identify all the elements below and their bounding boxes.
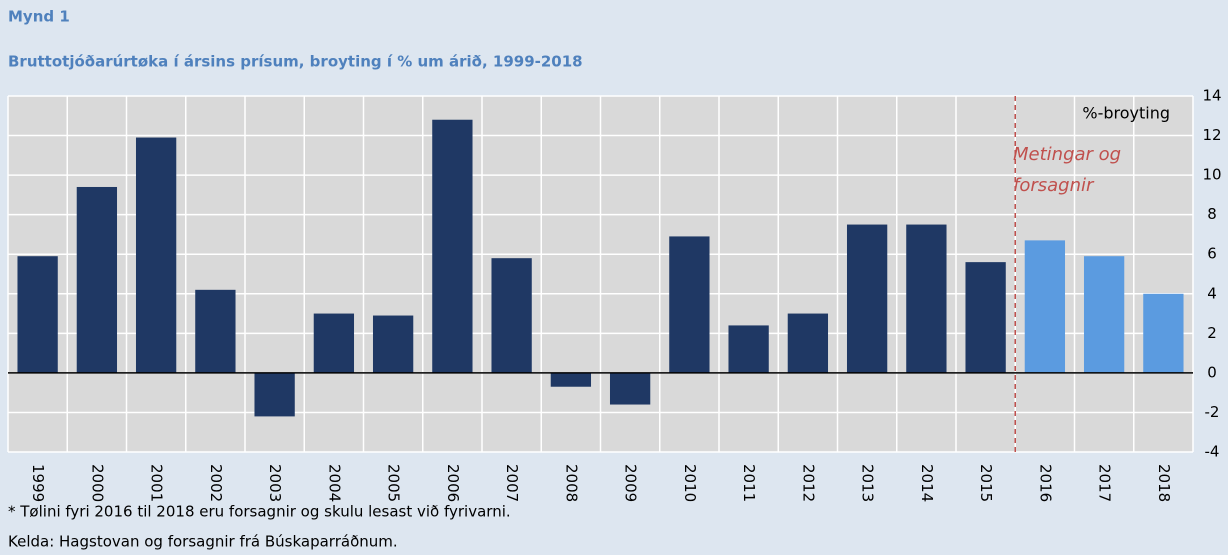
x-tick-label: 2008 — [562, 464, 580, 502]
x-tick-label: 2011 — [740, 464, 758, 502]
chart-title: Bruttotjóðarúrtøka í ársins prísum, broy… — [8, 53, 583, 71]
bar — [846, 224, 888, 373]
bar — [135, 137, 177, 373]
bar — [728, 325, 769, 373]
y-tick-label: 2 — [1207, 324, 1217, 342]
bar — [1083, 256, 1125, 373]
bar — [787, 313, 829, 373]
bar — [195, 289, 236, 373]
x-tick-label: 2016 — [1036, 464, 1054, 502]
bar — [550, 372, 592, 387]
x-tick-label: 2004 — [325, 464, 343, 502]
unit-label: %-broyting — [1082, 104, 1170, 123]
x-tick-label: 2005 — [385, 464, 403, 502]
bar — [1024, 240, 1066, 373]
bar — [17, 256, 58, 373]
footnote: * Tølini fyri 2016 til 2018 eru forsagni… — [8, 503, 511, 521]
bar — [491, 258, 532, 373]
x-tick-label: 2012 — [799, 464, 817, 502]
x-tick-label: 2010 — [681, 464, 699, 502]
bar — [313, 313, 355, 373]
x-tick-label: 2018 — [1155, 464, 1173, 502]
bar — [669, 236, 710, 373]
x-tick-label: 2000 — [88, 464, 106, 502]
x-tick-label: 2007 — [503, 464, 521, 502]
forecast-annotation: Metingar og — [1013, 144, 1121, 165]
x-tick-label: 2001 — [148, 464, 166, 502]
x-tick-label: 2006 — [444, 464, 462, 502]
y-tick-label: -2 — [1205, 403, 1220, 421]
bar — [76, 186, 118, 373]
y-tick-label: 0 — [1207, 363, 1217, 381]
bar — [906, 224, 947, 373]
x-tick-label: 2002 — [207, 464, 225, 502]
x-tick-label: 2015 — [977, 464, 995, 502]
y-tick-label: 8 — [1207, 205, 1217, 223]
x-tick-label: 2003 — [266, 464, 284, 502]
y-tick-label: 10 — [1202, 166, 1221, 184]
figure-label: Mynd 1 — [8, 8, 70, 26]
y-tick-label: 12 — [1202, 126, 1221, 144]
bar — [254, 372, 295, 417]
x-tick-label: 1999 — [29, 464, 47, 502]
x-tick-label: 2009 — [622, 464, 640, 502]
source-note: Kelda: Hagstovan og forsagnir frá Búskap… — [8, 533, 398, 551]
bar — [432, 119, 473, 373]
bar — [1143, 293, 1184, 373]
y-tick-label: 4 — [1207, 284, 1217, 302]
bar — [965, 262, 1006, 373]
x-tick-label: 2013 — [859, 464, 877, 502]
x-tick-label: 2017 — [1096, 464, 1114, 502]
bar — [609, 372, 651, 405]
forecast-annotation: forsagnir — [1013, 175, 1095, 196]
y-tick-label: 14 — [1202, 87, 1221, 105]
y-tick-label: -4 — [1205, 443, 1220, 461]
x-tick-label: 2014 — [918, 464, 936, 502]
bar — [372, 315, 414, 373]
y-tick-label: 6 — [1207, 245, 1217, 263]
